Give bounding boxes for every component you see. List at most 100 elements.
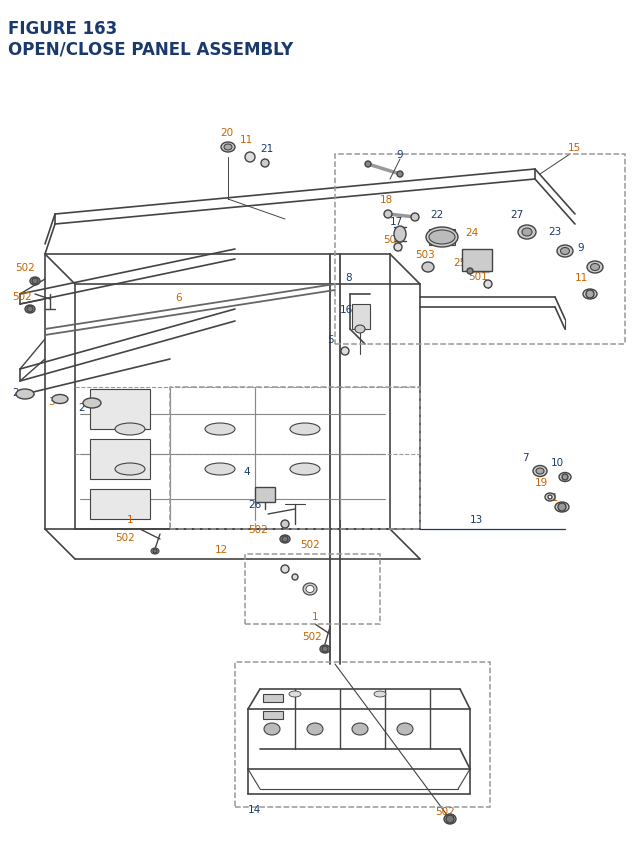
- Ellipse shape: [555, 503, 569, 512]
- Text: 21: 21: [260, 144, 273, 154]
- Ellipse shape: [397, 723, 413, 735]
- Text: FIGURE 163: FIGURE 163: [8, 20, 117, 38]
- Text: 11: 11: [240, 135, 253, 145]
- Circle shape: [484, 281, 492, 288]
- Bar: [263, 694, 283, 703]
- Ellipse shape: [557, 245, 573, 257]
- Circle shape: [32, 279, 38, 285]
- Ellipse shape: [115, 463, 145, 475]
- Circle shape: [341, 348, 349, 356]
- Ellipse shape: [591, 264, 600, 271]
- Ellipse shape: [320, 645, 330, 653]
- Ellipse shape: [422, 263, 434, 273]
- Circle shape: [365, 162, 371, 168]
- Ellipse shape: [522, 229, 532, 237]
- Circle shape: [27, 307, 33, 313]
- Ellipse shape: [151, 548, 159, 554]
- Ellipse shape: [205, 424, 235, 436]
- Text: 1: 1: [127, 514, 134, 524]
- Ellipse shape: [545, 493, 555, 501]
- Text: 5: 5: [327, 335, 333, 344]
- Circle shape: [384, 211, 392, 219]
- Text: 22: 22: [430, 210, 444, 220]
- Ellipse shape: [352, 723, 368, 735]
- Ellipse shape: [289, 691, 301, 697]
- Bar: [245, 554, 380, 624]
- Ellipse shape: [25, 306, 35, 313]
- Text: 16: 16: [340, 305, 353, 314]
- Circle shape: [558, 504, 566, 511]
- Text: 24: 24: [465, 228, 478, 238]
- Text: 11: 11: [575, 273, 588, 282]
- Text: 18: 18: [380, 195, 393, 205]
- Text: 503: 503: [415, 250, 435, 260]
- Text: 19: 19: [535, 478, 548, 487]
- Text: 6: 6: [175, 293, 182, 303]
- Text: 8: 8: [345, 273, 351, 282]
- Bar: [429, 230, 455, 245]
- Bar: [352, 305, 370, 330]
- Circle shape: [322, 647, 328, 653]
- Ellipse shape: [426, 228, 458, 248]
- Ellipse shape: [303, 583, 317, 595]
- Circle shape: [281, 566, 289, 573]
- Text: 1: 1: [312, 611, 319, 622]
- Circle shape: [282, 536, 288, 542]
- Text: 3: 3: [48, 397, 54, 406]
- Bar: [263, 711, 283, 719]
- Bar: [235, 662, 490, 807]
- Ellipse shape: [587, 262, 603, 274]
- Bar: [90, 489, 150, 519]
- Text: 20: 20: [220, 127, 233, 138]
- Circle shape: [281, 520, 289, 529]
- Ellipse shape: [533, 466, 547, 477]
- Text: OPEN/CLOSE PANEL ASSEMBLY: OPEN/CLOSE PANEL ASSEMBLY: [8, 40, 293, 58]
- Text: 23: 23: [548, 226, 561, 237]
- Text: 502: 502: [302, 631, 322, 641]
- Text: 9: 9: [396, 150, 403, 160]
- Ellipse shape: [290, 424, 320, 436]
- Bar: [170, 387, 420, 530]
- Circle shape: [467, 269, 473, 275]
- Text: 9: 9: [577, 243, 584, 253]
- Ellipse shape: [16, 389, 34, 400]
- Bar: [90, 439, 150, 480]
- Ellipse shape: [205, 463, 235, 475]
- Ellipse shape: [394, 226, 406, 243]
- Ellipse shape: [115, 424, 145, 436]
- Text: 17: 17: [390, 217, 403, 226]
- Ellipse shape: [444, 814, 456, 824]
- Ellipse shape: [536, 468, 544, 474]
- Text: 13: 13: [470, 514, 483, 524]
- Ellipse shape: [52, 395, 68, 404]
- Text: 501: 501: [383, 235, 403, 245]
- Text: 502: 502: [300, 539, 320, 549]
- Ellipse shape: [583, 289, 597, 300]
- Text: 14: 14: [248, 804, 261, 814]
- Text: 2: 2: [12, 387, 19, 398]
- Text: 15: 15: [568, 143, 581, 152]
- Ellipse shape: [518, 226, 536, 239]
- Text: 502: 502: [12, 292, 32, 301]
- Text: 27: 27: [510, 210, 524, 220]
- Ellipse shape: [306, 585, 314, 593]
- Ellipse shape: [307, 723, 323, 735]
- Ellipse shape: [561, 248, 570, 255]
- Circle shape: [586, 291, 594, 299]
- Circle shape: [261, 160, 269, 168]
- Text: 7: 7: [522, 453, 529, 462]
- Text: 12: 12: [215, 544, 228, 554]
- Bar: [90, 389, 150, 430]
- Text: 2: 2: [78, 403, 84, 412]
- Ellipse shape: [280, 536, 290, 543]
- Ellipse shape: [290, 463, 320, 475]
- Text: 10: 10: [551, 457, 564, 468]
- Bar: [255, 487, 275, 503]
- Circle shape: [394, 244, 402, 251]
- Circle shape: [153, 549, 157, 554]
- Text: 502: 502: [115, 532, 135, 542]
- Ellipse shape: [224, 145, 232, 151]
- Text: 502: 502: [435, 806, 455, 816]
- Text: 26: 26: [248, 499, 261, 510]
- Circle shape: [446, 815, 454, 823]
